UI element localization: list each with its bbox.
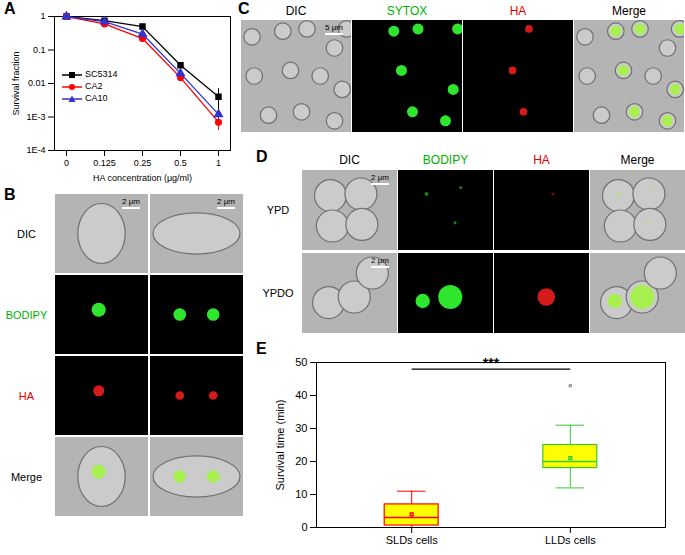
svg-text:20: 20 <box>295 455 307 467</box>
svg-text:1: 1 <box>40 11 45 21</box>
html-text:A: A <box>4 0 16 17</box>
html-text:HA: HA <box>533 153 550 167</box>
svg-text:Survival fraction: Survival fraction <box>11 51 21 115</box>
html-text:DIC: DIC <box>17 227 36 240</box>
html-text:BODIPY: BODIPY <box>5 308 48 321</box>
svg-text:2 μm: 2 μm <box>122 197 140 206</box>
svg-text:HA concentration (μg/ml): HA concentration (μg/ml) <box>93 173 192 183</box>
svg-text:***: *** <box>483 355 500 371</box>
svg-text:30: 30 <box>295 422 307 434</box>
svg-text:10: 10 <box>295 488 307 500</box>
svg-text:1E-4: 1E-4 <box>26 145 45 155</box>
svg-text:0.5: 0.5 <box>174 158 187 168</box>
html-text:YPD: YPD <box>266 204 290 216</box>
svg-text:1E-3: 1E-3 <box>26 112 45 122</box>
html-text:CA10: CA10 <box>85 93 108 103</box>
html-text:Merge: Merge <box>612 4 646 18</box>
html-text:HA: HA <box>18 389 35 402</box>
html-text:DIC: DIC <box>285 4 307 18</box>
svg-text:1: 1 <box>216 158 221 168</box>
svg-text:2 μm: 2 μm <box>217 197 235 206</box>
svg-text:2 μm: 2 μm <box>371 173 389 182</box>
html-text:D: D <box>256 148 268 165</box>
html-text:Merge: Merge <box>620 153 655 167</box>
html-text:SYTOX: SYTOX <box>386 4 428 18</box>
html-text:HA: HA <box>509 4 527 18</box>
svg-text:0: 0 <box>64 158 69 168</box>
html-text:BODIPY: BODIPY <box>422 153 469 167</box>
html-text:DIC: DIC <box>339 153 360 167</box>
html-text:YPDO: YPDO <box>262 287 294 299</box>
svg-text:40: 40 <box>295 389 307 401</box>
html-text:CA2: CA2 <box>85 81 103 91</box>
svg-text:5 μm: 5 μm <box>325 23 343 32</box>
svg-text:0.25: 0.25 <box>134 158 152 168</box>
html-text:C: C <box>238 0 250 17</box>
svg-text:2 μm: 2 μm <box>371 256 389 265</box>
svg-text:0: 0 <box>301 521 307 533</box>
svg-text:0.01: 0.01 <box>28 78 46 88</box>
svg-text:SLDs cells: SLDs cells <box>386 534 438 546</box>
html-text:E: E <box>256 340 267 357</box>
html-text:SC5314: SC5314 <box>85 69 118 79</box>
svg-text:50: 50 <box>295 356 307 368</box>
svg-text:Survival time (min): Survival time (min) <box>274 399 286 490</box>
svg-text:0.125: 0.125 <box>93 158 116 168</box>
svg-text:LLDs cells: LLDs cells <box>545 534 596 546</box>
svg-text:0.1: 0.1 <box>33 45 46 55</box>
html-text:B: B <box>4 186 16 203</box>
html-text:Merge: Merge <box>10 470 43 483</box>
